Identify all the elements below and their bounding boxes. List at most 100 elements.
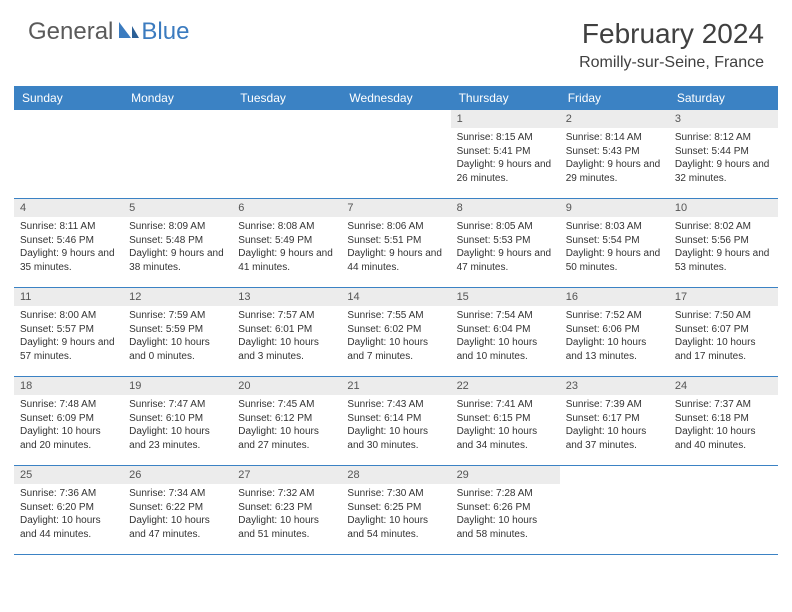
logo-text-blue: Blue: [141, 18, 189, 46]
week-row: 4Sunrise: 8:11 AMSunset: 5:46 PMDaylight…: [14, 199, 778, 288]
daylight-text: Daylight: 9 hours and 47 minutes.: [457, 247, 554, 274]
day-content: Sunrise: 7:59 AMSunset: 5:59 PMDaylight:…: [123, 306, 232, 366]
sunrise-text: Sunrise: 7:43 AM: [347, 398, 444, 412]
sunrise-text: Sunrise: 8:15 AM: [457, 131, 554, 145]
day-cell: 12Sunrise: 7:59 AMSunset: 5:59 PMDayligh…: [123, 288, 232, 376]
day-cell: 25Sunrise: 7:36 AMSunset: 6:20 PMDayligh…: [14, 466, 123, 554]
day-cell: [560, 466, 669, 554]
day-content: Sunrise: 7:47 AMSunset: 6:10 PMDaylight:…: [123, 395, 232, 455]
daylight-text: Daylight: 10 hours and 17 minutes.: [675, 336, 772, 363]
day-number: 26: [123, 466, 232, 484]
sunrise-text: Sunrise: 7:59 AM: [129, 309, 226, 323]
day-content: Sunrise: 7:32 AMSunset: 6:23 PMDaylight:…: [232, 484, 341, 544]
sunset-text: Sunset: 6:22 PM: [129, 501, 226, 515]
day-number: 18: [14, 377, 123, 395]
sunset-text: Sunset: 6:23 PM: [238, 501, 335, 515]
day-content: Sunrise: 7:39 AMSunset: 6:17 PMDaylight:…: [560, 395, 669, 455]
day-header-cell: Saturday: [669, 86, 778, 110]
daylight-text: Daylight: 10 hours and 30 minutes.: [347, 425, 444, 452]
sunrise-text: Sunrise: 7:55 AM: [347, 309, 444, 323]
month-title: February 2024: [579, 18, 764, 50]
daylight-text: Daylight: 10 hours and 3 minutes.: [238, 336, 335, 363]
sunrise-text: Sunrise: 7:47 AM: [129, 398, 226, 412]
day-content: Sunrise: 8:06 AMSunset: 5:51 PMDaylight:…: [341, 217, 450, 277]
day-cell: 19Sunrise: 7:47 AMSunset: 6:10 PMDayligh…: [123, 377, 232, 465]
day-cell: 29Sunrise: 7:28 AMSunset: 6:26 PMDayligh…: [451, 466, 560, 554]
daylight-text: Daylight: 9 hours and 35 minutes.: [20, 247, 117, 274]
day-cell: [232, 110, 341, 198]
sunset-text: Sunset: 6:25 PM: [347, 501, 444, 515]
sunrise-text: Sunrise: 7:32 AM: [238, 487, 335, 501]
day-number: 10: [669, 199, 778, 217]
daylight-text: Daylight: 10 hours and 10 minutes.: [457, 336, 554, 363]
logo-text-general: General: [28, 18, 113, 46]
sunrise-text: Sunrise: 8:09 AM: [129, 220, 226, 234]
day-cell: 16Sunrise: 7:52 AMSunset: 6:06 PMDayligh…: [560, 288, 669, 376]
day-number: [560, 466, 669, 484]
day-header-cell: Tuesday: [232, 86, 341, 110]
sunrise-text: Sunrise: 8:12 AM: [675, 131, 772, 145]
day-header-cell: Wednesday: [341, 86, 450, 110]
day-cell: 6Sunrise: 8:08 AMSunset: 5:49 PMDaylight…: [232, 199, 341, 287]
daylight-text: Daylight: 10 hours and 0 minutes.: [129, 336, 226, 363]
sunset-text: Sunset: 5:56 PM: [675, 234, 772, 248]
sunrise-text: Sunrise: 8:06 AM: [347, 220, 444, 234]
day-content: Sunrise: 7:57 AMSunset: 6:01 PMDaylight:…: [232, 306, 341, 366]
calendar: SundayMondayTuesdayWednesdayThursdayFrid…: [14, 86, 778, 555]
daylight-text: Daylight: 10 hours and 44 minutes.: [20, 514, 117, 541]
sunrise-text: Sunrise: 7:52 AM: [566, 309, 663, 323]
day-header-cell: Thursday: [451, 86, 560, 110]
day-content: Sunrise: 7:34 AMSunset: 6:22 PMDaylight:…: [123, 484, 232, 544]
sunrise-text: Sunrise: 7:48 AM: [20, 398, 117, 412]
day-cell: 18Sunrise: 7:48 AMSunset: 6:09 PMDayligh…: [14, 377, 123, 465]
day-number: 4: [14, 199, 123, 217]
day-content: Sunrise: 7:48 AMSunset: 6:09 PMDaylight:…: [14, 395, 123, 455]
day-number: 3: [669, 110, 778, 128]
logo-sail-icon: [117, 20, 139, 45]
sunset-text: Sunset: 5:44 PM: [675, 145, 772, 159]
sunrise-text: Sunrise: 8:08 AM: [238, 220, 335, 234]
logo: General Blue: [28, 18, 189, 46]
sunrise-text: Sunrise: 7:30 AM: [347, 487, 444, 501]
day-number: 2: [560, 110, 669, 128]
daylight-text: Daylight: 10 hours and 37 minutes.: [566, 425, 663, 452]
sunset-text: Sunset: 6:06 PM: [566, 323, 663, 337]
day-number: [14, 110, 123, 128]
sunset-text: Sunset: 5:46 PM: [20, 234, 117, 248]
daylight-text: Daylight: 9 hours and 50 minutes.: [566, 247, 663, 274]
day-content: Sunrise: 8:03 AMSunset: 5:54 PMDaylight:…: [560, 217, 669, 277]
sunset-text: Sunset: 6:14 PM: [347, 412, 444, 426]
daylight-text: Daylight: 10 hours and 51 minutes.: [238, 514, 335, 541]
day-cell: 24Sunrise: 7:37 AMSunset: 6:18 PMDayligh…: [669, 377, 778, 465]
day-number: 8: [451, 199, 560, 217]
day-number: 24: [669, 377, 778, 395]
day-content: Sunrise: 7:43 AMSunset: 6:14 PMDaylight:…: [341, 395, 450, 455]
day-content: Sunrise: 7:52 AMSunset: 6:06 PMDaylight:…: [560, 306, 669, 366]
day-content: Sunrise: 7:37 AMSunset: 6:18 PMDaylight:…: [669, 395, 778, 455]
day-content: Sunrise: 8:02 AMSunset: 5:56 PMDaylight:…: [669, 217, 778, 277]
day-cell: 8Sunrise: 8:05 AMSunset: 5:53 PMDaylight…: [451, 199, 560, 287]
daylight-text: Daylight: 9 hours and 26 minutes.: [457, 158, 554, 185]
day-cell: 21Sunrise: 7:43 AMSunset: 6:14 PMDayligh…: [341, 377, 450, 465]
day-content: Sunrise: 8:05 AMSunset: 5:53 PMDaylight:…: [451, 217, 560, 277]
sunrise-text: Sunrise: 8:14 AM: [566, 131, 663, 145]
day-content: Sunrise: 8:12 AMSunset: 5:44 PMDaylight:…: [669, 128, 778, 188]
day-content: Sunrise: 7:41 AMSunset: 6:15 PMDaylight:…: [451, 395, 560, 455]
daylight-text: Daylight: 10 hours and 13 minutes.: [566, 336, 663, 363]
sunrise-text: Sunrise: 8:03 AM: [566, 220, 663, 234]
week-row: 18Sunrise: 7:48 AMSunset: 6:09 PMDayligh…: [14, 377, 778, 466]
day-cell: 28Sunrise: 7:30 AMSunset: 6:25 PMDayligh…: [341, 466, 450, 554]
sunset-text: Sunset: 6:26 PM: [457, 501, 554, 515]
day-cell: [669, 466, 778, 554]
sunset-text: Sunset: 5:41 PM: [457, 145, 554, 159]
day-header-row: SundayMondayTuesdayWednesdayThursdayFrid…: [14, 86, 778, 110]
day-content: Sunrise: 7:30 AMSunset: 6:25 PMDaylight:…: [341, 484, 450, 544]
sunrise-text: Sunrise: 8:11 AM: [20, 220, 117, 234]
sunset-text: Sunset: 5:53 PM: [457, 234, 554, 248]
sunset-text: Sunset: 6:07 PM: [675, 323, 772, 337]
day-cell: 26Sunrise: 7:34 AMSunset: 6:22 PMDayligh…: [123, 466, 232, 554]
day-header-cell: Monday: [123, 86, 232, 110]
day-number: 17: [669, 288, 778, 306]
sunrise-text: Sunrise: 7:50 AM: [675, 309, 772, 323]
day-content: Sunrise: 7:50 AMSunset: 6:07 PMDaylight:…: [669, 306, 778, 366]
